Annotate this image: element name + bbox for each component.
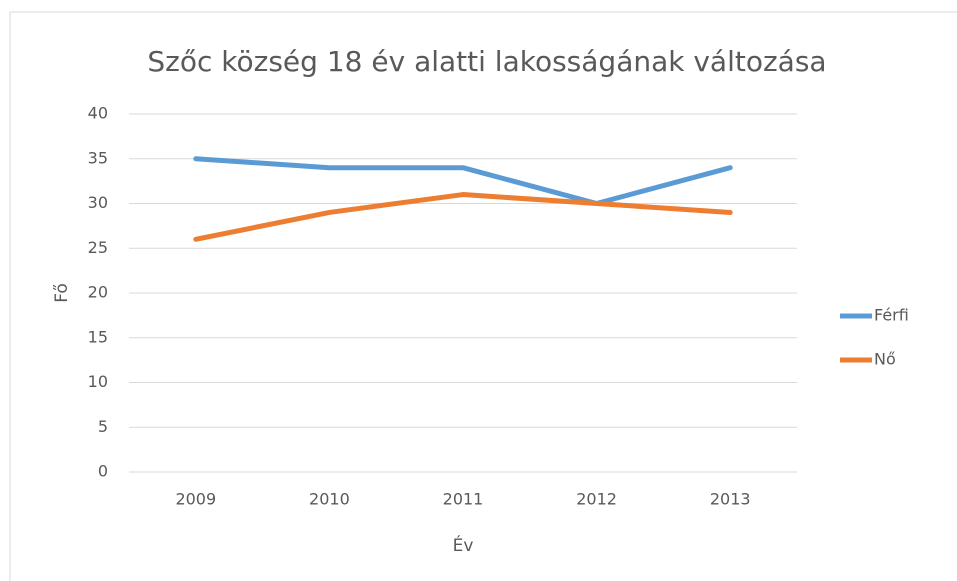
x-tick-label: 2010 — [309, 490, 350, 509]
chart-title: Szőc község 18 év alatti lakosságának vá… — [147, 45, 826, 78]
x-tick-label: 2011 — [443, 490, 484, 509]
x-tick-label: 2012 — [576, 490, 617, 509]
x-tick-label: 2013 — [710, 490, 751, 509]
legend-label: Nő — [874, 350, 896, 369]
y-tick-label: 30 — [88, 193, 108, 212]
y-tick-label: 0 — [98, 462, 108, 481]
x-tick-label: 2009 — [175, 490, 216, 509]
y-tick-label: 40 — [88, 104, 108, 123]
y-tick-label: 25 — [88, 238, 108, 257]
data-line — [193, 156, 733, 206]
y-tick-label: 10 — [88, 372, 108, 391]
y-tick-label: 5 — [98, 417, 108, 436]
legend-label: Férfi — [874, 306, 909, 325]
data-line — [193, 192, 733, 242]
y-axis-label: Fő — [52, 283, 72, 303]
chart-frame — [9, 11, 957, 581]
y-tick-label: 20 — [88, 283, 108, 302]
y-tick-label: 35 — [88, 148, 108, 167]
y-tick-label: 15 — [88, 327, 108, 346]
x-axis-label: Év — [453, 534, 474, 556]
